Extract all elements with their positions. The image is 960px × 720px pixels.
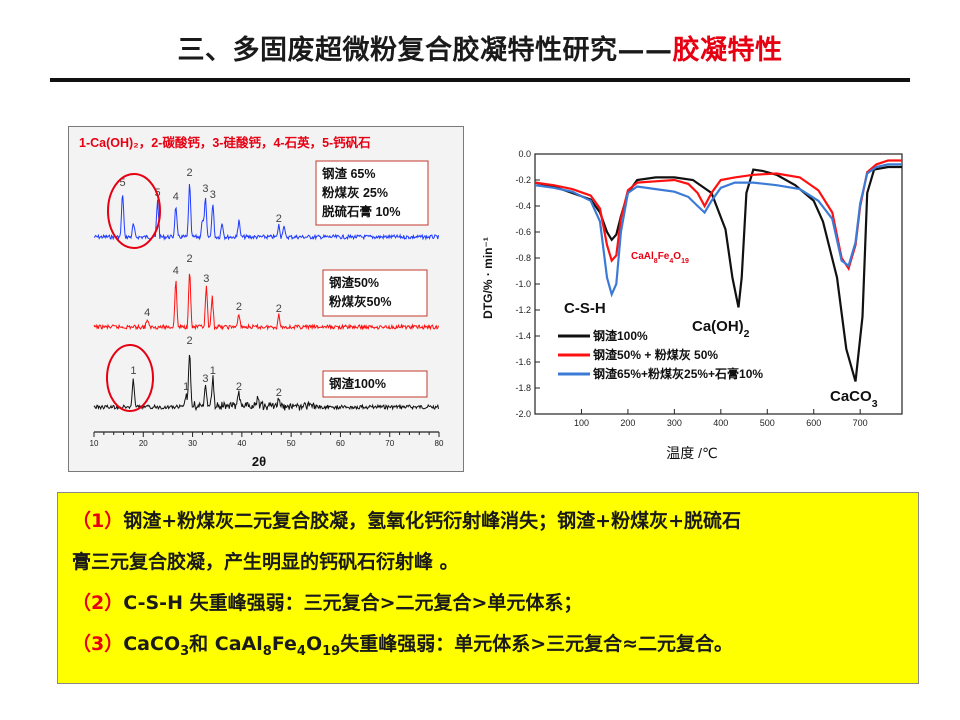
conclusion-line-3: （3）CaCO3和 CaAl8Fe4O19失重峰强弱：单元体系>三元复合≈二元复… xyxy=(72,624,904,672)
xrd-x-tick-label: 70 xyxy=(385,439,394,448)
xrd-peak-label: 2 xyxy=(276,387,282,399)
xrd-x-tick-label: 30 xyxy=(188,439,197,448)
dtg-x-tick-label: 600 xyxy=(806,418,821,428)
dtg-series-0 xyxy=(534,165,902,382)
xrd-legend-title: 1-Ca(OH)₂，2-碳酸钙，3-硅酸钙，4-石英，5-钙矾石 xyxy=(79,135,371,150)
xrd-composition-box-0 xyxy=(315,160,429,226)
conclusion-num-2: （2） xyxy=(72,592,124,614)
dtg-annotation-csh: C-S-H xyxy=(564,300,606,317)
dtg-x-tick-label: 200 xyxy=(620,418,635,428)
xrd-x-tick-label: 80 xyxy=(435,439,444,448)
dtg-y-tick-label: -0.2 xyxy=(515,175,531,185)
xrd-peak-label: 3 xyxy=(202,183,208,195)
dtg-annotation-caal8fe4o19: CaAl8Fe4O19 xyxy=(631,251,689,265)
conclusion-text-1b: 膏三元复合胶凝，产生明显的钙矾石衍射峰 。 xyxy=(72,551,459,573)
xrd-peak-label: 2 xyxy=(187,335,193,347)
xrd-peak-label: 5 xyxy=(120,177,126,189)
dtg-series-1 xyxy=(534,159,902,271)
xrd-peak-label: 3 xyxy=(203,273,209,285)
xrd-peak-label: 2 xyxy=(187,253,193,265)
dtg-x-tick-label: 500 xyxy=(760,418,775,428)
conclusion-line-1: （1）钢渣+粉煤灰二元复合胶凝，氢氧化钙衍射峰消失；钢渣+粉煤灰+脱硫石 xyxy=(72,501,904,542)
xrd-peak-label: 4 xyxy=(173,265,179,277)
xrd-composition-label: 钢渣50% xyxy=(329,275,379,290)
conclusion-num-1: （1） xyxy=(72,510,124,532)
title-divider xyxy=(50,78,910,82)
xrd-composition-box-1 xyxy=(322,269,428,317)
dtg-x-tick-label: 400 xyxy=(713,418,728,428)
xrd-chart-panel: 1-Ca(OH)₂，2-碳酸钙，3-硅酸钙，4-石英，5-钙矾石 10 20 30 40… xyxy=(68,126,464,472)
dtg-y-tick-label: -1.8 xyxy=(515,383,531,393)
xrd-peak-label: 1 xyxy=(210,365,216,377)
dtg-x-tick-label: 300 xyxy=(667,418,682,428)
xrd-peak-label: 1 xyxy=(183,381,189,393)
xrd-peak-label: 4 xyxy=(173,191,179,203)
xrd-chart: 1-Ca(OH)₂，2-碳酸钙，3-硅酸钙，4-石英，5-钙矾石 10 20 30 40… xyxy=(79,135,444,469)
dtg-y-tick-label: -1.6 xyxy=(515,357,531,367)
xrd-composition-label: 钢渣 65% xyxy=(322,166,376,181)
xrd-highlight-ellipse xyxy=(107,173,161,249)
xrd-series-1 xyxy=(93,273,439,331)
dtg-legend-label: 钢渣65%+粉煤灰25%+石膏10% xyxy=(593,366,763,381)
dtg-y-tick-label: -0.8 xyxy=(515,253,531,263)
dtg-x-tick-label: 700 xyxy=(853,418,868,428)
conclusion-line-2: （2）C-S-H 失重峰强弱：三元复合>二元复合>单元体系； xyxy=(72,583,904,624)
xrd-x-tick-label: 40 xyxy=(237,439,246,448)
dtg-annotation-caoh2: Ca(OH)2 xyxy=(692,318,750,340)
xrd-x-tick-label: 20 xyxy=(139,439,148,448)
xrd-peak-label: 2 xyxy=(187,167,193,179)
dtg-chart: 0.0 -0.2 -0.4 -0.6 -0.8 -1.0 -1.2 -1.4 -1.6 -1.8 -… xyxy=(481,149,903,461)
dtg-y-tick-label: 0.0 xyxy=(518,149,531,159)
xrd-series-2 xyxy=(93,354,439,412)
dtg-series-2 xyxy=(534,163,902,298)
xrd-composition-box-2 xyxy=(322,370,428,398)
xrd-x-label: 2θ xyxy=(252,454,266,469)
dtg-y-tick-label: -1.4 xyxy=(515,331,531,341)
xrd-peak-label: 2 xyxy=(276,213,282,225)
xrd-composition-label: 粉煤灰 25% xyxy=(322,185,388,200)
dtg-y-tick-label: -0.6 xyxy=(515,227,531,237)
dtg-legend-label: 钢渣100% xyxy=(593,328,648,343)
dtg-y-tick-label: -0.4 xyxy=(515,201,531,211)
xrd-x-tick-label: 10 xyxy=(90,439,99,448)
dtg-y-tick-label: -1.2 xyxy=(515,305,531,315)
page-title: 三、多固废超微粉复合胶凝特性研究——胶凝特性 xyxy=(0,28,960,67)
xrd-composition-label: 粉煤灰50% xyxy=(329,294,392,309)
dtg-x-label: 温度 /℃ xyxy=(666,445,718,461)
xrd-peak-label: 4 xyxy=(144,307,150,319)
conclusion-text-2: C-S-H 失重峰强弱：三元复合>二元复合>单元体系； xyxy=(123,592,583,614)
conclusion-box: （1）钢渣+粉煤灰二元复合胶凝，氢氧化钙衍射峰消失；钢渣+粉煤灰+脱硫石 膏三元… xyxy=(57,492,919,684)
dtg-y-tick-label: -2.0 xyxy=(515,409,531,419)
xrd-x-tick-label: 60 xyxy=(336,439,345,448)
conclusion-num-3: （3） xyxy=(72,633,124,655)
xrd-peak-label: 3 xyxy=(202,373,208,385)
xrd-composition-label: 钢渣100% xyxy=(329,376,386,391)
xrd-peak-label: 3 xyxy=(210,189,216,201)
dtg-legend-label: 钢渣50% + 粉煤灰 50% xyxy=(593,347,718,362)
xrd-peak-label: 2 xyxy=(236,381,242,393)
dtg-y-tick-label: -1.0 xyxy=(515,279,531,289)
title-main: 三、多固废超微粉复合胶凝特性研究—— xyxy=(177,35,673,66)
xrd-composition-label: 脱硫石膏 10% xyxy=(322,204,401,219)
xrd-peak-label: 2 xyxy=(276,303,282,315)
conclusion-text-3: CaCO3和 CaAl8Fe4O19失重峰强弱：单元体系>三元复合≈二元复合。 xyxy=(123,633,734,659)
xrd-peak-label: 1 xyxy=(130,365,136,377)
title-highlight: 胶凝特性 xyxy=(672,35,783,66)
conclusion-line-1b: 膏三元复合胶凝，产生明显的钙矾石衍射峰 。 xyxy=(72,542,904,583)
xrd-highlight-ellipse xyxy=(106,344,154,412)
dtg-annotation-caco3: CaCO3 xyxy=(830,388,878,410)
xrd-peak-label: 2 xyxy=(236,301,242,313)
dtg-chart-panel: 0.0 -0.2 -0.4 -0.6 -0.8 -1.0 -1.2 -1.4 -1.6 -1.8 -… xyxy=(480,128,914,474)
conclusion-text-1: 钢渣+粉煤灰二元复合胶凝，氢氧化钙衍射峰消失；钢渣+粉煤灰+脱硫石 xyxy=(123,510,741,532)
dtg-y-label: DTG/% · min⁻¹ xyxy=(481,237,495,319)
xrd-x-tick-label: 50 xyxy=(287,439,296,448)
dtg-x-tick-label: 100 xyxy=(574,418,589,428)
